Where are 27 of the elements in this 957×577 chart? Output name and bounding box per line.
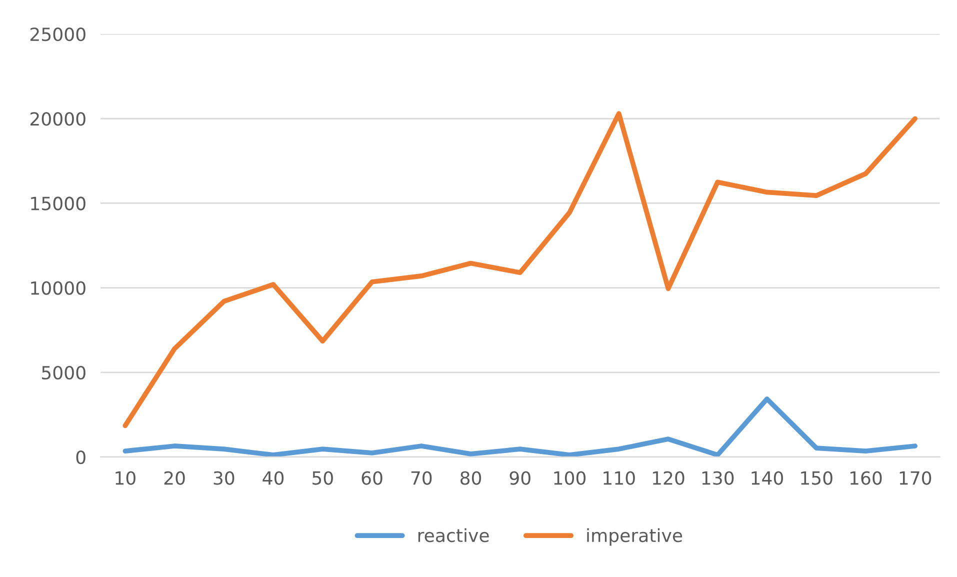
x-tick-label: 150 — [801, 471, 832, 485]
x-tick-label: 170 — [900, 471, 932, 485]
x-tick-label: 70 — [411, 471, 432, 485]
y-tick-label: 15000 — [31, 196, 86, 210]
x-tick-label: 50 — [312, 471, 333, 485]
x-tick-label: 60 — [362, 471, 382, 485]
y-tick-label: 10000 — [31, 281, 86, 295]
legend-label: imperative — [587, 528, 682, 546]
line-series — [122, 111, 918, 428]
x-tick-label: 140 — [752, 471, 784, 485]
x-tick-label: 100 — [554, 471, 586, 485]
x-tick-label: 40 — [262, 471, 284, 485]
line-series — [122, 396, 918, 457]
y-tick-label: 25000 — [30, 28, 86, 42]
legend-label: reactive — [418, 528, 489, 542]
x-tick-label: 10 — [116, 471, 136, 485]
x-tick-label: 80 — [460, 471, 482, 485]
x-tick-label: 110 — [604, 471, 635, 485]
x-tick-label: 30 — [214, 471, 234, 485]
y-tick-label: 5000 — [42, 366, 86, 380]
y-tick-label: 20000 — [30, 112, 86, 126]
x-tick-label: 130 — [702, 471, 734, 485]
x-tick-label: 90 — [510, 471, 530, 485]
y-tick-label: 0 — [76, 450, 86, 464]
x-tick-label: 20 — [164, 471, 185, 485]
x-tick-label: 160 — [850, 471, 882, 485]
x-tick-label: 120 — [652, 471, 684, 485]
